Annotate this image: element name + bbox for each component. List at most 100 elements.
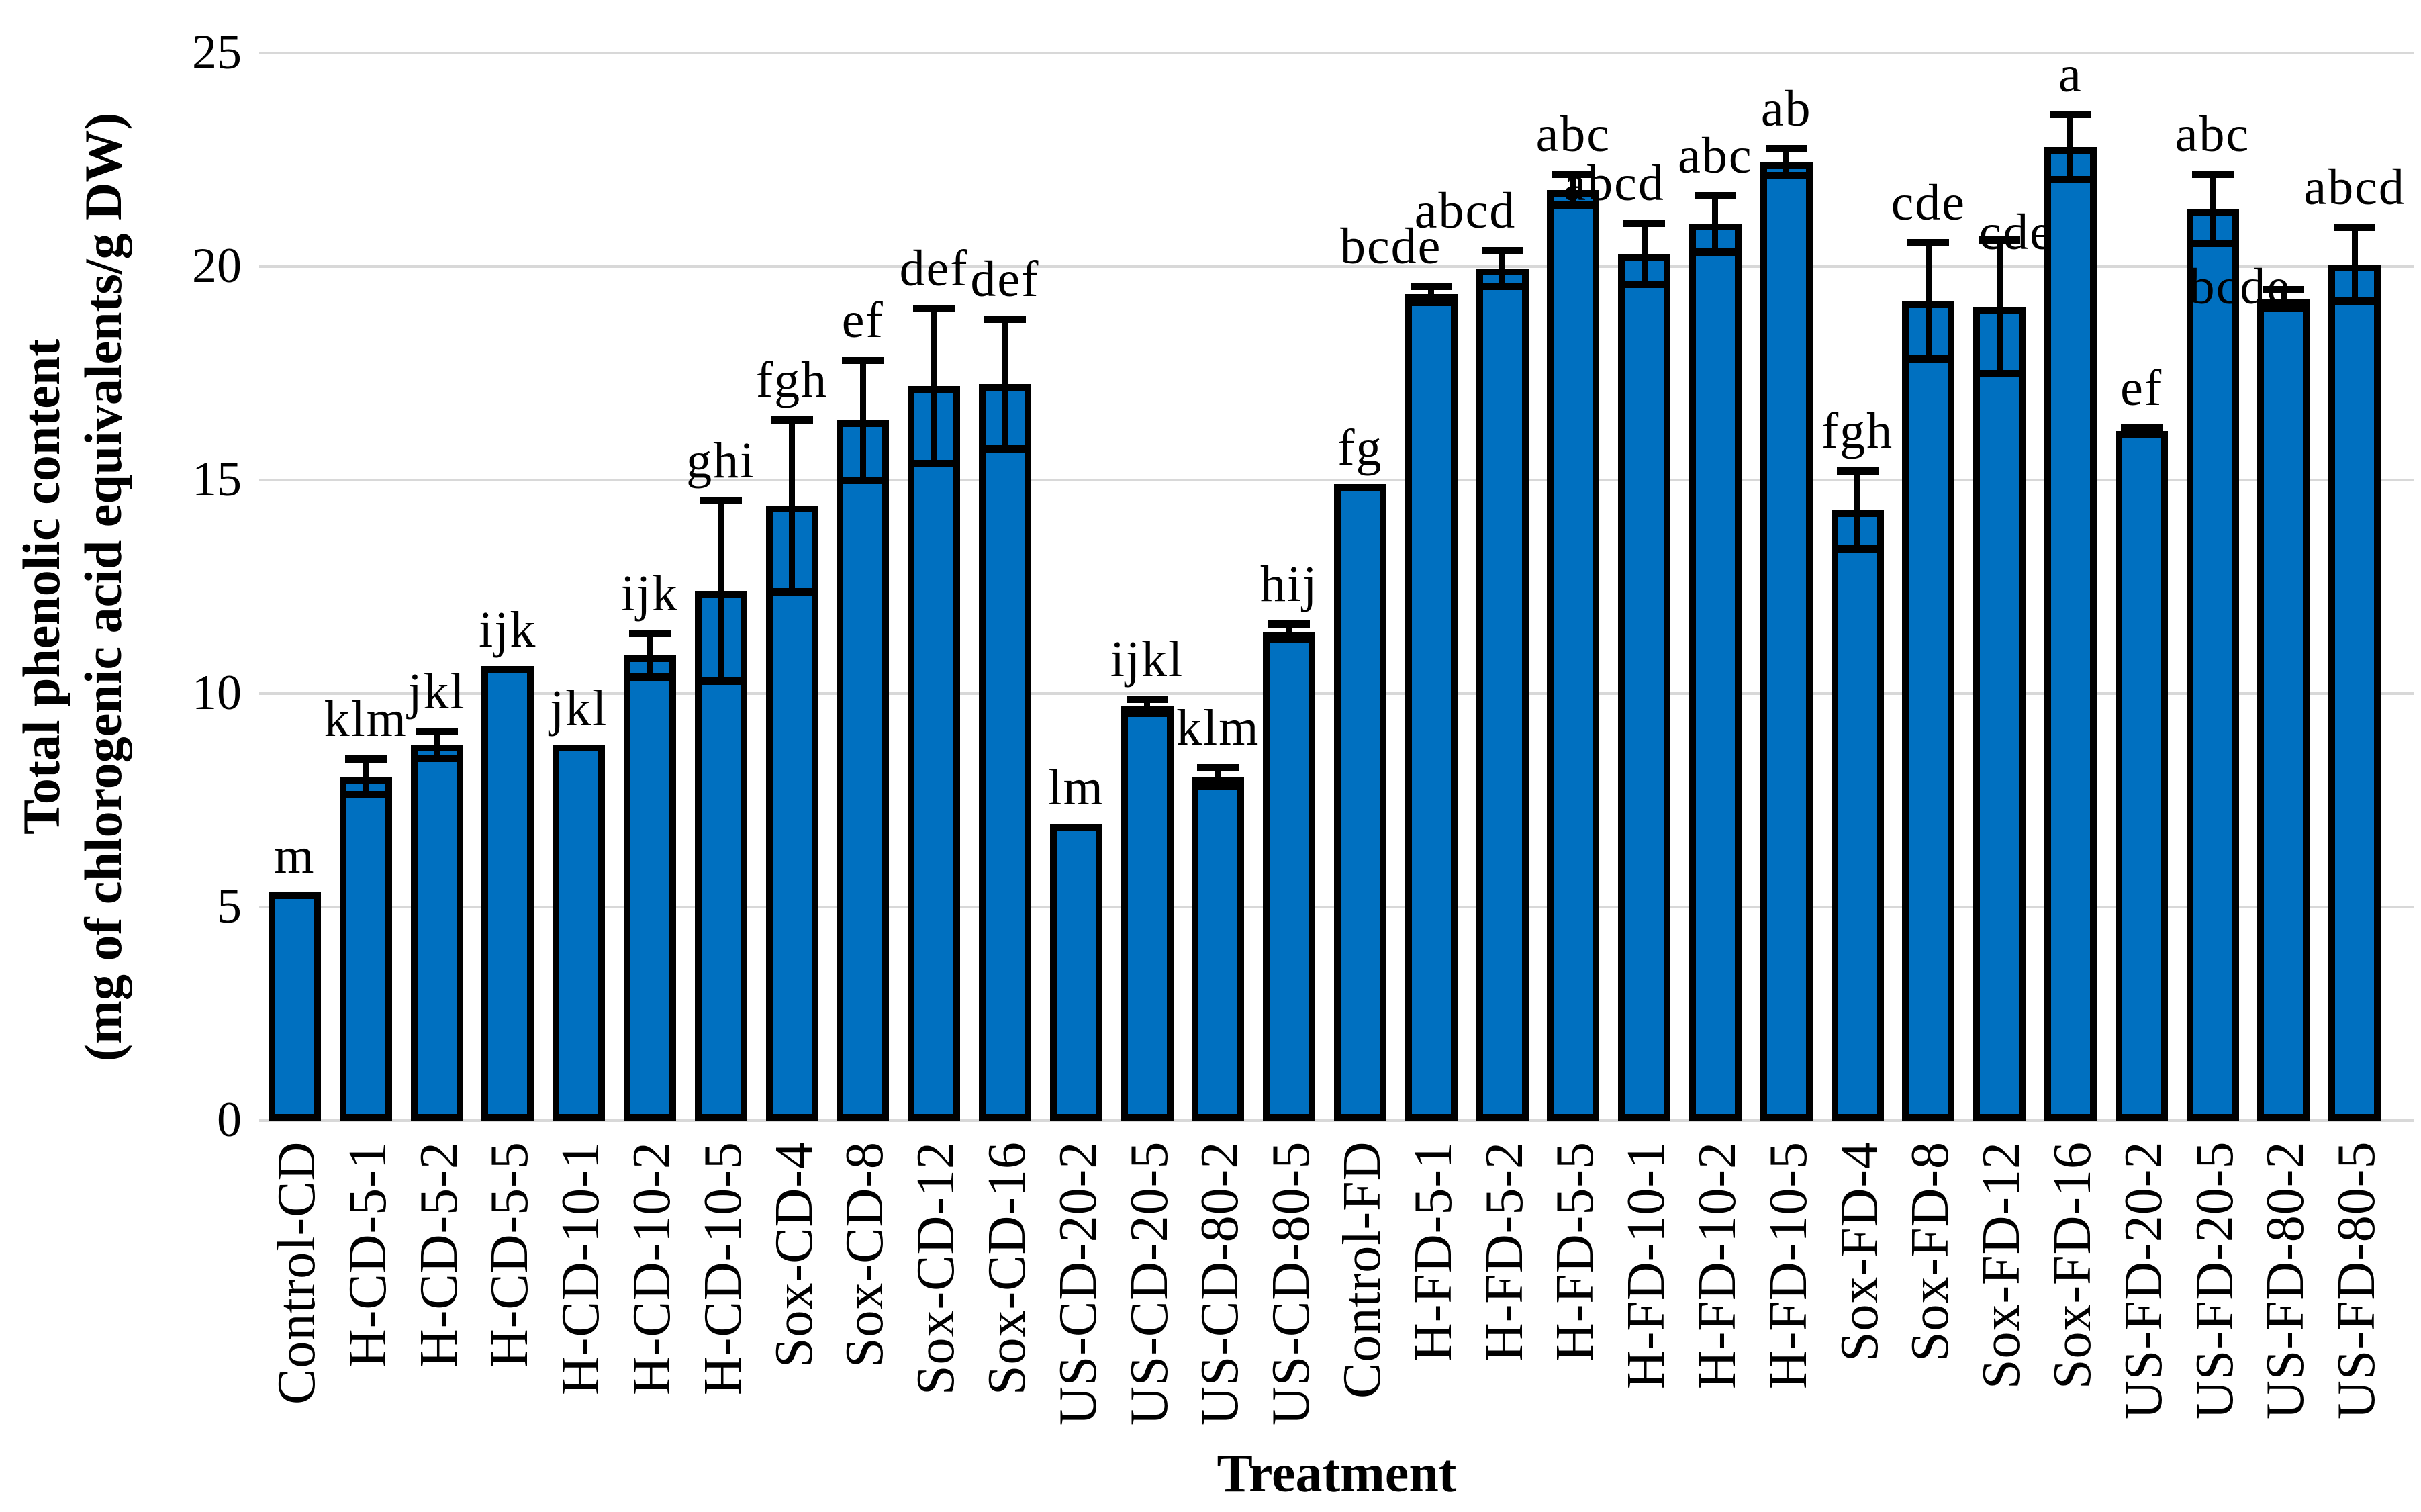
bar-H-CD-10-2 (623, 655, 676, 1121)
bar-US-CD-80-5 (1263, 631, 1316, 1121)
sig-letter-H-FD-5-5: abc (1535, 105, 1611, 162)
error-cap-top-H-FD-5-1 (1410, 282, 1452, 290)
bar-US-FD-80-2 (2257, 298, 2310, 1121)
bar-H-FD-5-5 (1547, 189, 1600, 1121)
bar-Sox-CD-4 (765, 506, 818, 1121)
y-tick-label-10: 10 (192, 665, 242, 720)
x-tick-label-Sox-FD-4: Sox-FD-4 (1830, 1141, 1889, 1362)
x-tick-label-H-CD-10-1: H-CD-10-1 (551, 1141, 611, 1395)
sig-letter-Sox-CD-12: def (899, 240, 969, 297)
sig-letter-US-FD-80-2: bcde (2189, 258, 2291, 315)
error-bar-Sox-FD-12 (1996, 236, 2003, 378)
x-tick-label-H-FD-5-2: H-FD-5-2 (1474, 1141, 1534, 1362)
error-cap-bottom-Sox-CD-16 (984, 444, 1026, 453)
x-tick-label-US-CD-20-5: US-CD-20-5 (1119, 1141, 1179, 1426)
sig-letter-Sox-CD-16: def (970, 251, 1040, 308)
sig-letter-Sox-CD-8: ef (841, 291, 884, 348)
bar-Sox-FD-8 (1902, 300, 1955, 1121)
sig-letter-H-CD-5-5: ijk (479, 601, 537, 658)
bar-US-CD-20-5 (1121, 706, 1174, 1121)
error-bar-Sox-CD-4 (789, 416, 795, 596)
sig-letter-H-FD-10-2: abc (1678, 127, 1753, 184)
bar-H-FD-10-5 (1760, 162, 1813, 1121)
bar-Sox-FD-12 (1973, 307, 2026, 1121)
error-bar-US-CD-80-5 (1286, 620, 1292, 643)
error-cap-bottom-H-CD-10-2 (628, 673, 671, 681)
error-cap-bottom-H-FD-5-5 (1552, 201, 1595, 209)
error-cap-top-H-CD-10-5 (700, 497, 742, 505)
error-cap-top-Sox-CD-12 (913, 305, 955, 313)
error-cap-bottom-US-FD-20-5 (2191, 240, 2234, 248)
y-tick-label-5: 5 (217, 879, 242, 934)
bar-H-FD-5-2 (1476, 269, 1529, 1121)
error-bar-H-FD-10-2 (1712, 191, 1719, 256)
sig-letter-US-FD-80-5: abcd (2304, 159, 2406, 216)
sig-letter-H-CD-5-1: klm (324, 691, 408, 748)
error-bar-Sox-FD-4 (1854, 467, 1860, 553)
x-tick-label-Sox-FD-16: Sox-FD-16 (2042, 1141, 2102, 1390)
sig-letter-US-CD-20-2: lm (1047, 759, 1104, 816)
error-bar-H-CD-5-2 (434, 727, 440, 762)
error-cap-bottom-H-FD-10-1 (1623, 280, 1666, 288)
error-bar-US-CD-20-5 (1144, 696, 1150, 717)
x-tick-label-US-CD-80-5: US-CD-80-5 (1262, 1141, 1321, 1426)
error-cap-top-Sox-FD-16 (2049, 110, 2091, 118)
bar-H-FD-10-2 (1689, 224, 1742, 1121)
error-bar-H-FD-5-5 (1570, 170, 1576, 209)
x-tick-label-Sox-FD-8: Sox-FD-8 (1901, 1141, 1960, 1362)
error-cap-bottom-H-FD-10-5 (1765, 171, 1807, 179)
sig-letter-US-CD-20-5: ijkl (1110, 631, 1184, 688)
error-cap-top-H-FD-10-2 (1694, 191, 1736, 199)
sig-letter-H-FD-5-1: bcde (1339, 218, 1442, 275)
error-cap-top-US-FD-80-2 (2263, 285, 2305, 293)
x-tick-label-US-FD-20-2: US-FD-20-2 (2114, 1141, 2173, 1420)
sig-letter-Sox-FD-12: cde (1979, 204, 2054, 261)
error-cap-bottom-H-CD-10-5 (700, 677, 742, 686)
error-cap-bottom-Sox-FD-12 (1979, 370, 2021, 378)
error-cap-bottom-Sox-FD-4 (1836, 545, 1879, 553)
error-bar-US-FD-20-5 (2210, 170, 2216, 248)
error-cap-bottom-H-FD-5-1 (1410, 299, 1452, 307)
error-bar-US-CD-80-2 (1215, 763, 1221, 790)
error-cap-top-Sox-CD-4 (771, 416, 813, 424)
error-cap-bottom-US-CD-20-5 (1126, 709, 1168, 717)
x-tick-label-H-FD-5-1: H-FD-5-1 (1403, 1141, 1463, 1362)
y-tick-label-20: 20 (192, 238, 242, 293)
error-cap-bottom-H-FD-5-2 (1481, 282, 1523, 290)
sig-letter-US-CD-80-5: hij (1260, 555, 1319, 612)
y-tick-label-0: 0 (217, 1092, 242, 1147)
error-cap-bottom-Sox-FD-16 (2049, 175, 2091, 183)
sig-letter-US-CD-80-2: klm (1176, 699, 1260, 756)
error-bar-US-FD-80-2 (2280, 285, 2287, 312)
error-cap-top-Sox-FD-8 (1907, 238, 1950, 246)
error-cap-top-US-FD-20-5 (2191, 170, 2234, 178)
x-tick-label-H-CD-5-1: H-CD-5-1 (338, 1141, 397, 1368)
error-cap-bottom-US-FD-80-2 (2263, 303, 2305, 312)
x-tick-label-Sox-CD-12: Sox-CD-12 (906, 1141, 966, 1395)
sig-letter-Sox-FD-8: cde (1891, 174, 1966, 231)
sig-letter-H-FD-10-5: ab (1760, 80, 1812, 137)
x-tick-label-Sox-FD-12: Sox-FD-12 (1972, 1141, 2032, 1390)
error-bar-Sox-FD-8 (1925, 238, 1932, 363)
error-cap-bottom-US-CD-80-5 (1268, 635, 1311, 643)
error-cap-top-Sox-FD-4 (1836, 467, 1879, 475)
x-axis-title: Treatment (1217, 1444, 1457, 1503)
x-tick-label-H-FD-10-5: H-FD-10-5 (1758, 1141, 1818, 1389)
sig-letter-Sox-FD-16: a (2058, 46, 2083, 103)
error-cap-top-US-CD-20-5 (1126, 696, 1168, 704)
sig-letter-Sox-CD-4: fgh (755, 351, 828, 408)
bar-Sox-FD-16 (2044, 146, 2097, 1121)
sig-letter-US-FD-20-2: ef (2120, 360, 2163, 417)
error-cap-top-H-FD-10-5 (1765, 144, 1807, 152)
error-cap-bottom-US-FD-80-5 (2334, 297, 2376, 305)
error-cap-top-Sox-CD-8 (842, 356, 884, 364)
error-bar-US-FD-80-5 (2351, 224, 2358, 305)
bar-H-FD-10-1 (1618, 253, 1671, 1121)
sig-letter-H-CD-5-2: jkl (408, 663, 466, 720)
bar-US-FD-20-5 (2186, 209, 2239, 1121)
x-tick-label-US-FD-80-2: US-FD-80-2 (2256, 1141, 2316, 1420)
bar-H-CD-10-1 (553, 745, 606, 1121)
error-cap-bottom-Sox-FD-8 (1907, 355, 1950, 363)
error-cap-top-US-FD-80-5 (2334, 224, 2376, 232)
